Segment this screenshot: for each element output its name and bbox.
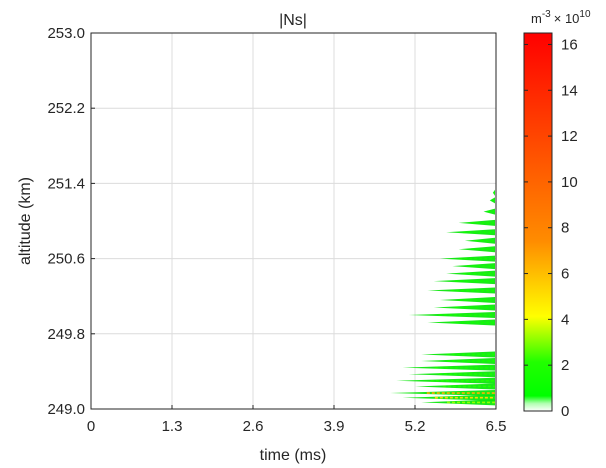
colorbar-tick-label: 6: [561, 266, 569, 283]
x-tick-label: 6.5: [486, 418, 507, 435]
y-tick-label: 251.4: [47, 175, 85, 192]
colorbar: [523, 32, 553, 412]
x-axis-label: time (ms): [260, 447, 327, 464]
plot-frame: [90, 32, 497, 410]
colorbar-tick-label: 0: [561, 403, 569, 420]
colorbar-unit-scale-exponent: 10: [579, 9, 591, 20]
y-axis-label: altitude (km): [17, 177, 34, 265]
y-axis: 249.0 249.8 250.6 251.4 252.2 253.0: [47, 25, 95, 418]
streak: [415, 383, 495, 390]
x-axis: 0 1.3 2.6 3.9 5.2 6.5: [87, 405, 507, 435]
colorbar-tick-label: 2: [561, 357, 569, 374]
streak: [458, 246, 495, 253]
streak-body: [439, 255, 495, 262]
colorbar-unit-exponent: -3: [542, 9, 551, 20]
streak: [402, 394, 495, 401]
y-tick-label: 250.6: [47, 251, 85, 268]
x-tick-label: 3.9: [324, 418, 345, 435]
streak: [421, 351, 495, 358]
streak: [390, 390, 495, 397]
streak: [446, 270, 495, 277]
data-layer: [390, 189, 495, 406]
streak: [408, 312, 495, 318]
streak: [433, 304, 495, 311]
streak: [408, 371, 495, 378]
streak: [439, 296, 495, 303]
colorbar-unit-base: m: [531, 11, 542, 26]
y-tick-label: 249.0: [47, 401, 85, 418]
streak: [421, 358, 495, 365]
colorbar-tick-label: 14: [561, 82, 578, 99]
streak-body: [433, 304, 495, 311]
streak-body: [396, 377, 495, 384]
colorbar-axis: 0 2 4 6 8 10 12 14 16: [524, 36, 578, 420]
streak: [427, 319, 495, 326]
streak: [421, 399, 495, 406]
colorbar-tick-label: 8: [561, 220, 569, 237]
streak: [492, 189, 495, 196]
streak: [452, 263, 495, 270]
chart-title: |Ns|: [279, 12, 307, 29]
colorbar-unit: m-3 × 1010: [531, 9, 591, 26]
streak: [427, 287, 495, 294]
streak: [402, 364, 495, 371]
streak: [439, 255, 495, 262]
plot-area: [91, 33, 496, 409]
x-tick-label: 0: [87, 418, 95, 435]
streak-body: [464, 237, 495, 244]
streak: [446, 229, 495, 236]
streak-body: [402, 394, 495, 401]
streak: [433, 278, 495, 285]
streak: [458, 219, 495, 226]
colorbar-unit-scale: × 10: [554, 11, 580, 26]
streak-body: [439, 296, 495, 303]
streak: [396, 377, 495, 384]
streak: [483, 208, 495, 215]
x-tick-label: 2.6: [243, 418, 264, 435]
colorbar-tick-label: 10: [561, 174, 578, 191]
streak: [464, 237, 495, 244]
streak-body: [402, 364, 495, 371]
x-tick-label: 1.3: [162, 418, 183, 435]
colorbar-tick-label: 12: [561, 128, 578, 145]
streak-body: [433, 278, 495, 285]
streak: [489, 197, 495, 204]
colorbar-tick-label: 16: [561, 36, 578, 53]
y-tick-label: 252.2: [47, 100, 85, 117]
colorbar-tick-label: 4: [561, 311, 569, 328]
y-tick-label: 249.8: [47, 326, 85, 343]
x-tick-label: 5.2: [405, 418, 426, 435]
y-tick-label: 253.0: [47, 25, 85, 42]
